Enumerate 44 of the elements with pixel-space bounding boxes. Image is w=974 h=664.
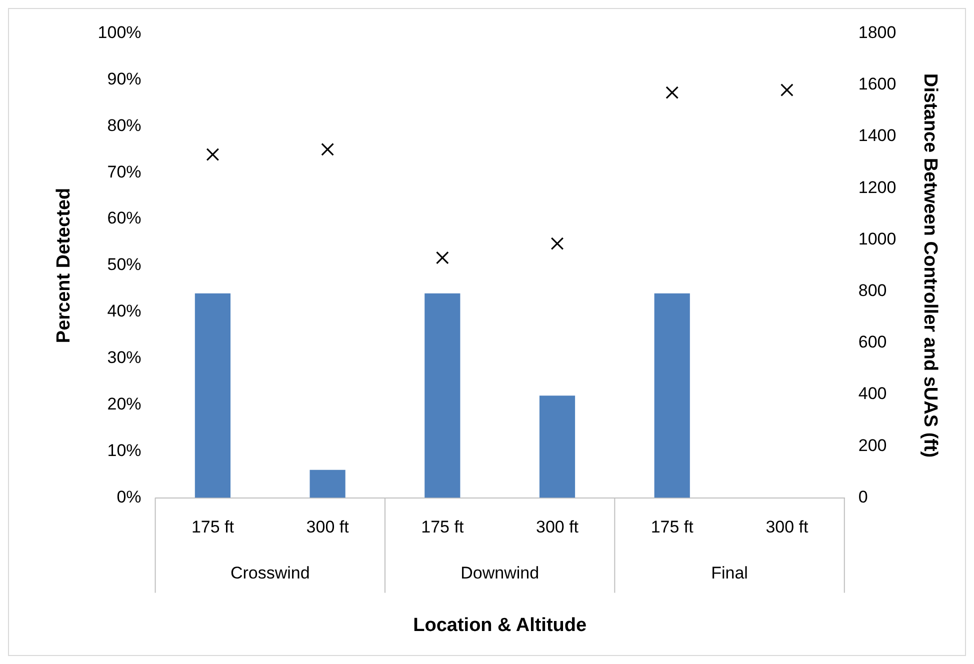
y-tick-label: 30%	[107, 348, 142, 368]
y-tick-label: 40%	[107, 302, 142, 321]
bar	[654, 293, 690, 498]
x-tick-label: 175 ft	[191, 518, 234, 537]
y2-tick-label: 0	[858, 487, 868, 506]
text: Downwind	[460, 563, 540, 582]
text: Final	[711, 563, 748, 582]
point	[206, 148, 220, 161]
point	[550, 237, 564, 250]
y-axis-title: Percent Detected	[54, 188, 75, 344]
y-tick-label: 20%	[107, 394, 142, 414]
y2-tick-label: 600	[858, 332, 887, 352]
y-tick-label: 50%	[107, 255, 142, 274]
text: Crosswind	[230, 563, 310, 582]
y2-tick-label: 1800	[858, 22, 896, 42]
y-tick-label: 80%	[107, 116, 142, 135]
point	[666, 86, 679, 100]
bar	[424, 293, 460, 498]
x-tick-label: 300 ft	[536, 518, 579, 537]
y-tick-label: 70%	[107, 162, 142, 182]
y2-tick-label: 800	[858, 281, 887, 300]
x-tick-label: 175 ft	[421, 518, 464, 537]
y-tick-label: 0%	[116, 487, 142, 506]
y2-tick-label: 1600	[858, 74, 896, 94]
y-tick-label: 10%	[107, 441, 142, 460]
y-tick-label: 90%	[107, 69, 142, 88]
x-tick-label: 300 ft	[766, 518, 808, 537]
point	[321, 142, 334, 156]
y2-tick-label: 1200	[858, 178, 896, 197]
y2-axis-title: Distance Between Controller and sUAS (ft)	[919, 73, 940, 458]
point	[436, 251, 449, 264]
y2-tick-label: 1400	[858, 126, 896, 146]
y2-tick-label: 200	[858, 436, 887, 455]
point	[780, 84, 794, 96]
bar	[310, 470, 346, 498]
x-tick-label: 300 ft	[306, 518, 350, 537]
bar	[194, 293, 231, 498]
y2-tick-label: 1000	[858, 229, 896, 248]
bar	[539, 396, 576, 498]
x-axis-title: Location & Altitude	[413, 614, 587, 636]
x-tick-label: 175 ft	[650, 518, 694, 537]
y-tick-label: 60%	[107, 208, 142, 228]
y2-tick-label: 400	[858, 384, 887, 404]
y-tick-label: 100%	[98, 22, 142, 42]
